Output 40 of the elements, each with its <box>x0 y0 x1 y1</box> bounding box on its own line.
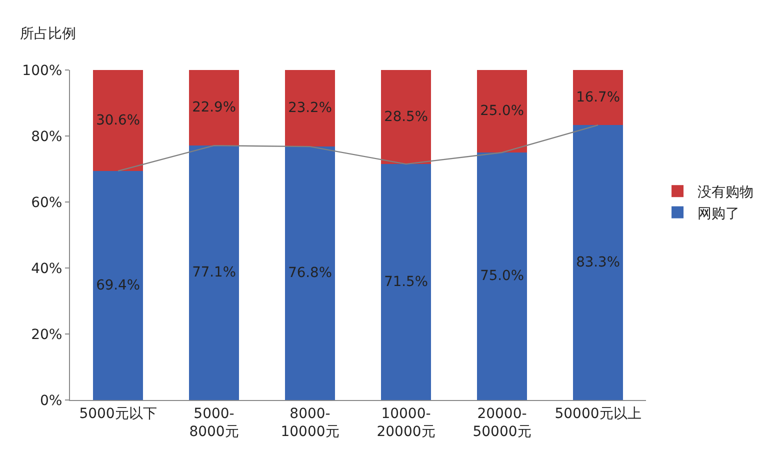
bar <box>285 146 335 400</box>
x-tick-label: 50000元以上 <box>554 406 642 422</box>
data-label: 16.7% <box>576 90 620 106</box>
bar <box>573 70 623 126</box>
data-label: 25.0% <box>480 103 524 120</box>
data-label: 22.9% <box>192 100 236 116</box>
bar <box>93 70 143 171</box>
data-label: 71.5% <box>384 274 428 290</box>
data-label: 30.6% <box>96 112 140 128</box>
data-label: 28.5% <box>384 108 428 125</box>
y-axis-title: 所占比例 <box>20 26 76 42</box>
y-tick-label: 20% <box>31 326 62 343</box>
data-label: 75.0% <box>480 268 524 284</box>
x-tick-label: 8000-10000元 <box>280 406 340 440</box>
data-label: 69.4% <box>96 277 140 294</box>
x-tick-label: 20000-50000元 <box>472 406 532 440</box>
y-tick-label: 100% <box>22 62 62 79</box>
bar <box>189 70 239 146</box>
bar <box>477 152 527 400</box>
data-label: 77.1% <box>192 264 236 281</box>
bar <box>93 170 143 400</box>
bar <box>381 70 431 164</box>
bar <box>285 70 335 147</box>
bar <box>573 125 623 400</box>
x-tick-label: 5000-8000元 <box>189 406 239 440</box>
legend-label: 网购了 <box>698 206 740 222</box>
y-tick-label: 40% <box>31 260 62 277</box>
bar <box>189 146 239 400</box>
data-label: 83.3% <box>576 254 620 271</box>
line-series <box>117 124 599 172</box>
y-tick-label: 60% <box>31 194 62 211</box>
data-label: 23.2% <box>288 100 332 116</box>
legend-label: 没有购物 <box>698 184 754 201</box>
x-tick-label: 10000-20000元 <box>376 406 436 440</box>
y-tick-label: 80% <box>31 128 62 145</box>
bar <box>477 70 527 152</box>
data-label: 76.8% <box>288 265 332 282</box>
y-tick-label: 0% <box>40 392 62 409</box>
bar <box>381 164 431 400</box>
x-tick-label: 5000元以下 <box>79 406 157 422</box>
